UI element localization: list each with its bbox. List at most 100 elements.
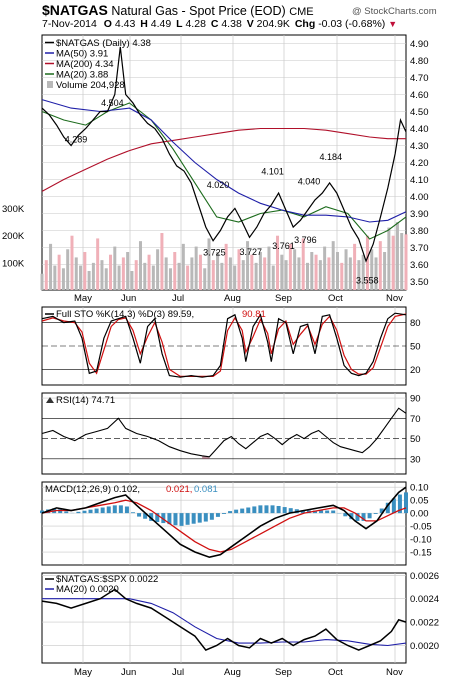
volume-value: 204.9K [256, 18, 290, 30]
volume-bar [194, 246, 198, 290]
volume-bar [288, 243, 292, 290]
volume-bar [353, 243, 357, 290]
macd-histogram-bar [270, 505, 275, 514]
volume-bar [109, 254, 113, 290]
volume-bar [44, 260, 48, 290]
volume-bar [177, 262, 181, 290]
volume-bar [233, 265, 237, 290]
macd-histogram-bar [167, 513, 172, 525]
y-tick-label: 3.90 [410, 209, 429, 220]
macd-histogram-bar [288, 508, 293, 514]
volume-bar [314, 254, 318, 290]
x-month-label: Jul [172, 293, 184, 304]
macd-histogram-bar [385, 502, 390, 514]
volume-bar [96, 238, 100, 290]
macd-histogram-bar [379, 508, 384, 514]
macd-line [41, 486, 407, 559]
volume-bar [74, 257, 78, 290]
open-key: O [103, 18, 112, 30]
legend-price: $NATGAS (Daily) 4.38 [56, 38, 151, 49]
volume-bar [387, 227, 391, 290]
x-month-label-bottom: Oct [328, 667, 343, 678]
volume-bar [254, 262, 258, 290]
macd-histogram-bar [276, 505, 281, 514]
macd-histogram-bar [349, 513, 354, 520]
x-month-label-bottom: Jun [121, 667, 136, 678]
macd-histogram-bar [112, 505, 117, 514]
macd-legend-hist: 0.081 [194, 484, 218, 495]
x-month-label-bottom: Aug [224, 667, 241, 678]
volume-bar [207, 238, 211, 290]
y-tick-label: 4.00 [410, 192, 429, 203]
volume-bar [220, 262, 224, 290]
price-annotation: 4.504 [101, 98, 124, 108]
macd-histogram-bar [361, 513, 366, 521]
macd-histogram-bar [313, 510, 317, 514]
volume-bar [228, 257, 232, 290]
macd-histogram-bar [234, 509, 239, 514]
rsi-tick-label: 90 [410, 394, 421, 405]
volume-bar [293, 249, 297, 290]
price-series-ma50 [41, 99, 407, 223]
y-tick-label: 4.80 [410, 56, 429, 67]
y-tick-label: 0.00 [410, 509, 429, 520]
volume-bar [224, 243, 228, 290]
volume-bar [49, 243, 53, 290]
change-key: Chg [294, 18, 316, 30]
volume-bar [211, 260, 215, 290]
macd-histogram-bar [240, 508, 245, 514]
down-arrow-icon: ▼ [388, 19, 398, 29]
x-month-label: Aug [224, 293, 241, 304]
volume-bar [66, 249, 70, 290]
macd-histogram-bar [64, 511, 69, 514]
volume-tick-label: 200K [2, 231, 25, 242]
volume-bar [104, 268, 108, 290]
macd-histogram-bar [264, 505, 269, 514]
macd-histogram-bar [106, 506, 111, 514]
x-month-label-bottom: Jul [172, 667, 184, 678]
volume-bar [374, 257, 378, 290]
stochastic-k-line [41, 312, 407, 378]
macd-histogram-bar [155, 513, 160, 522]
y-tick-label: 4.10 [410, 175, 429, 186]
volume-bar [276, 235, 280, 290]
macd-histogram-bar [94, 508, 99, 514]
stochastic-tick-label: 20 [410, 365, 421, 376]
volume-bar [301, 238, 305, 290]
y-tick-label: -0.05 [410, 522, 432, 533]
x-month-label: Oct [328, 293, 343, 304]
high-key: H [140, 18, 148, 30]
volume-bar [335, 252, 339, 290]
rsi-tick-label: 30 [410, 454, 421, 465]
ratio-line [41, 588, 407, 652]
macd-histogram-bar [355, 513, 360, 521]
ratio-legend-ma: MA(20) 0.0020 [56, 584, 119, 595]
volume-bar [83, 252, 87, 290]
volume-bar [331, 241, 335, 290]
price-annotation: 3.761 [272, 241, 295, 251]
y-tick-label: 3.50 [410, 277, 429, 288]
macd-histogram-bar [258, 505, 263, 514]
legend-swatch-volume [47, 81, 53, 88]
y-tick-label: -0.10 [410, 535, 432, 546]
volume-bar [134, 260, 138, 290]
price-annotation: 4.184 [320, 152, 343, 162]
macd-histogram-bar [82, 510, 87, 514]
close-key: C [210, 18, 219, 30]
volume-bar [173, 252, 177, 290]
volume-bar [143, 262, 147, 290]
y-tick-label: 3.70 [410, 243, 429, 254]
y-tick-label: 4.30 [410, 141, 429, 152]
change-value: -0.03 (-0.68%) [318, 18, 386, 30]
price-annotation: 4.289 [65, 134, 88, 144]
volume-bar [246, 241, 250, 290]
volume-bar [138, 241, 142, 290]
volume-bar [61, 268, 65, 290]
macd-histogram-bar [118, 505, 123, 514]
watermark: @ StockCharts.com [352, 6, 437, 17]
macd-histogram-bar [325, 510, 330, 514]
volume-bar [370, 249, 374, 290]
volume-bar [395, 222, 399, 290]
volume-bar [348, 257, 352, 290]
